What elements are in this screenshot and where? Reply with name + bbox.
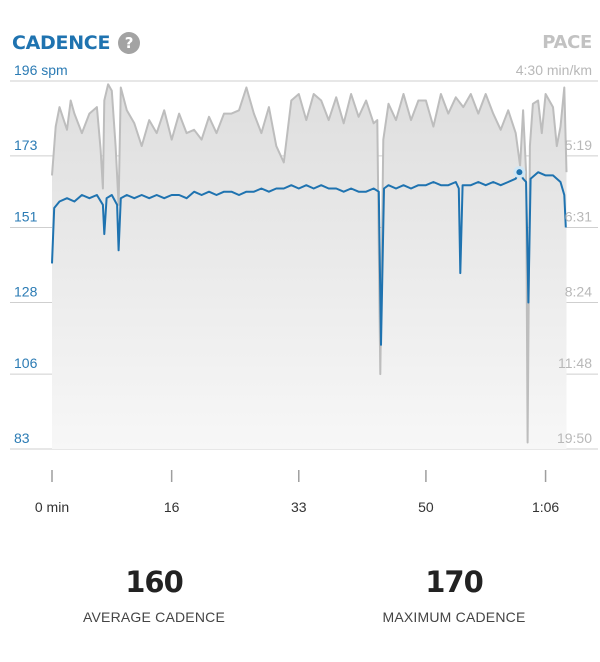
average-cadence-stat: 160 AVERAGE CADENCE xyxy=(54,565,254,625)
x-tick-label: 33 xyxy=(291,499,307,515)
right-tick-label: 8:24 xyxy=(565,283,592,299)
right-tick-label: 4:30 min/km xyxy=(516,62,592,78)
left-tick-label: 173 xyxy=(14,137,38,153)
cadence-series-line xyxy=(51,171,567,346)
right-tick-label: 11:48 xyxy=(558,355,592,371)
average-cadence-value: 160 xyxy=(125,565,184,599)
chart-title: CADENCE xyxy=(12,32,111,54)
pace-area xyxy=(52,84,567,450)
maximum-cadence-value: 170 xyxy=(425,565,484,599)
right-tick-label: 19:50 xyxy=(557,430,592,446)
left-tick-label: 196 spm xyxy=(14,62,68,78)
x-tick-label: 1:06 xyxy=(532,499,559,515)
right-tick-label: 6:31 xyxy=(565,209,592,225)
average-cadence-label: AVERAGE CADENCE xyxy=(83,609,225,625)
cadence-pace-chart: 196 spm 4:30 min/km 173 5:19 151 6:31 128 8:24 1… xyxy=(10,62,598,515)
left-tick-label: 128 xyxy=(14,283,38,299)
highlight-point xyxy=(516,169,523,176)
maximum-cadence-stat: 170 MAXIMUM CADENCE xyxy=(354,565,554,625)
left-tick-label: 151 xyxy=(14,209,38,225)
pace-toggle[interactable]: PACE xyxy=(542,32,592,53)
x-tick-label: 16 xyxy=(164,499,180,515)
right-tick-label: 5:19 xyxy=(565,137,592,153)
left-tick-label: 106 xyxy=(14,355,38,371)
maximum-cadence-label: MAXIMUM CADENCE xyxy=(382,609,526,625)
cadence-header: CADENCE ? xyxy=(12,30,141,56)
x-tick-label: 0 min xyxy=(35,499,69,515)
pace-series-line xyxy=(51,83,568,444)
left-tick-label: 83 xyxy=(14,430,30,446)
help-icon[interactable]: ? xyxy=(118,32,141,54)
x-tick-label: 50 xyxy=(418,499,434,515)
